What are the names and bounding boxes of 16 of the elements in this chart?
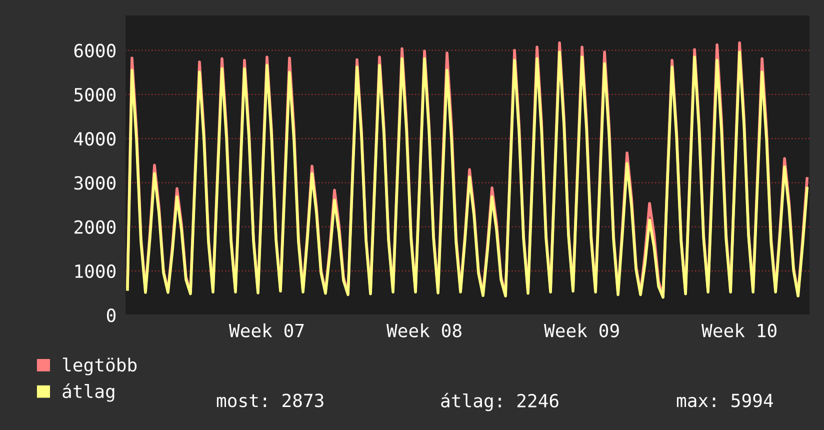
legend-label: átlag — [62, 383, 114, 402]
y-tick-label: 6000 — [74, 44, 116, 58]
text: átlag: 2246 — [441, 392, 558, 412]
y-tick-label: 2000 — [74, 220, 116, 234]
text: most: 2873 — [216, 394, 324, 408]
y-tick-label: 4000 — [74, 132, 116, 146]
y-tick-label: 5000 — [74, 88, 116, 102]
x-tick-label: Week 10 — [702, 323, 776, 338]
legend-label: legtöbb — [62, 358, 137, 376]
y-tick-label: 3000 — [74, 176, 116, 190]
x-tick-label: Week 07 — [228, 323, 304, 338]
y-tick-label: 0 — [106, 308, 116, 322]
x-tick-label: Week 08 — [386, 323, 462, 338]
text: max: 5994 — [676, 394, 773, 408]
y-tick-label: 1000 — [75, 264, 116, 278]
x-tick-label: Week 09 — [544, 323, 619, 338]
